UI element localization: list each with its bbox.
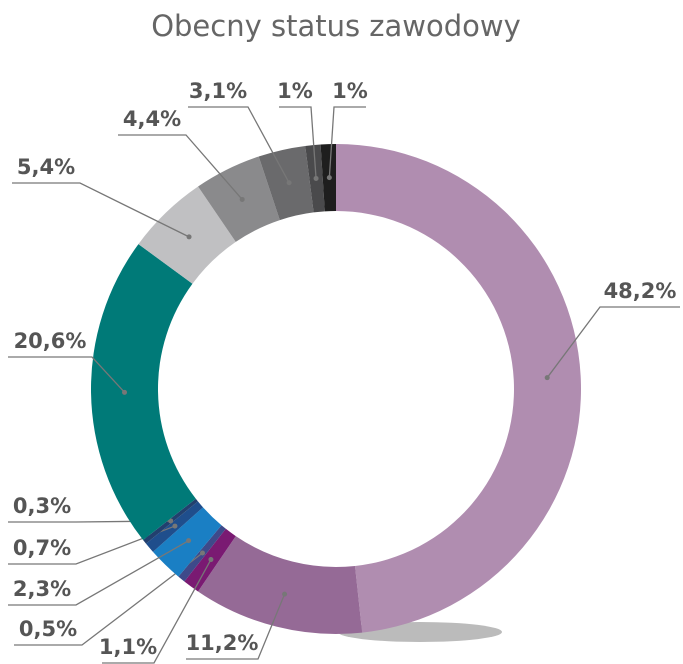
leader-line [12, 182, 190, 238]
data-label: 1% [277, 79, 313, 103]
leader-dot [239, 196, 245, 202]
data-label: 3,1% [189, 79, 247, 103]
leader-line [546, 306, 680, 379]
data-label: 0,5% [19, 617, 77, 641]
leader-line [279, 106, 317, 179]
leader-dot [286, 180, 292, 186]
data-label: 1,1% [99, 635, 157, 659]
leader-dot [282, 591, 288, 597]
data-label: 0,7% [13, 536, 71, 560]
leader-dot [186, 234, 192, 240]
donut-slice [336, 144, 581, 633]
leader-dot [172, 523, 178, 529]
leader-line [328, 106, 366, 178]
data-label: 1% [332, 79, 368, 103]
leader-dot [544, 375, 550, 381]
data-label: 0,3% [13, 494, 71, 518]
donut-slice [198, 536, 363, 634]
leader-line [8, 525, 176, 565]
donut-slice [138, 186, 236, 284]
data-label: 20,6% [14, 329, 87, 353]
leader-line [14, 552, 203, 646]
donut-slice [258, 145, 314, 221]
leader-line [118, 134, 243, 200]
leader-line [188, 106, 290, 184]
data-label: 48,2% [604, 279, 677, 303]
leader-dot [326, 175, 332, 181]
data-label: 4,4% [123, 107, 181, 131]
chart-title: Obecny status zawodowy [151, 9, 521, 43]
leader-dot [168, 518, 174, 524]
leader-dot [200, 550, 206, 556]
leader-line [8, 356, 126, 393]
leader-dot [186, 538, 192, 544]
leader-line [186, 593, 286, 660]
leader-line [102, 559, 212, 664]
donut-slice [198, 156, 280, 242]
leader-line [8, 540, 189, 606]
data-label: 11,2% [186, 631, 259, 655]
data-label: 5,4% [17, 155, 75, 179]
leader-dot [122, 389, 128, 395]
data-label: 2,3% [13, 577, 71, 601]
leader-dot [313, 175, 319, 181]
donut-slice [91, 244, 196, 541]
leader-dot [208, 557, 214, 563]
